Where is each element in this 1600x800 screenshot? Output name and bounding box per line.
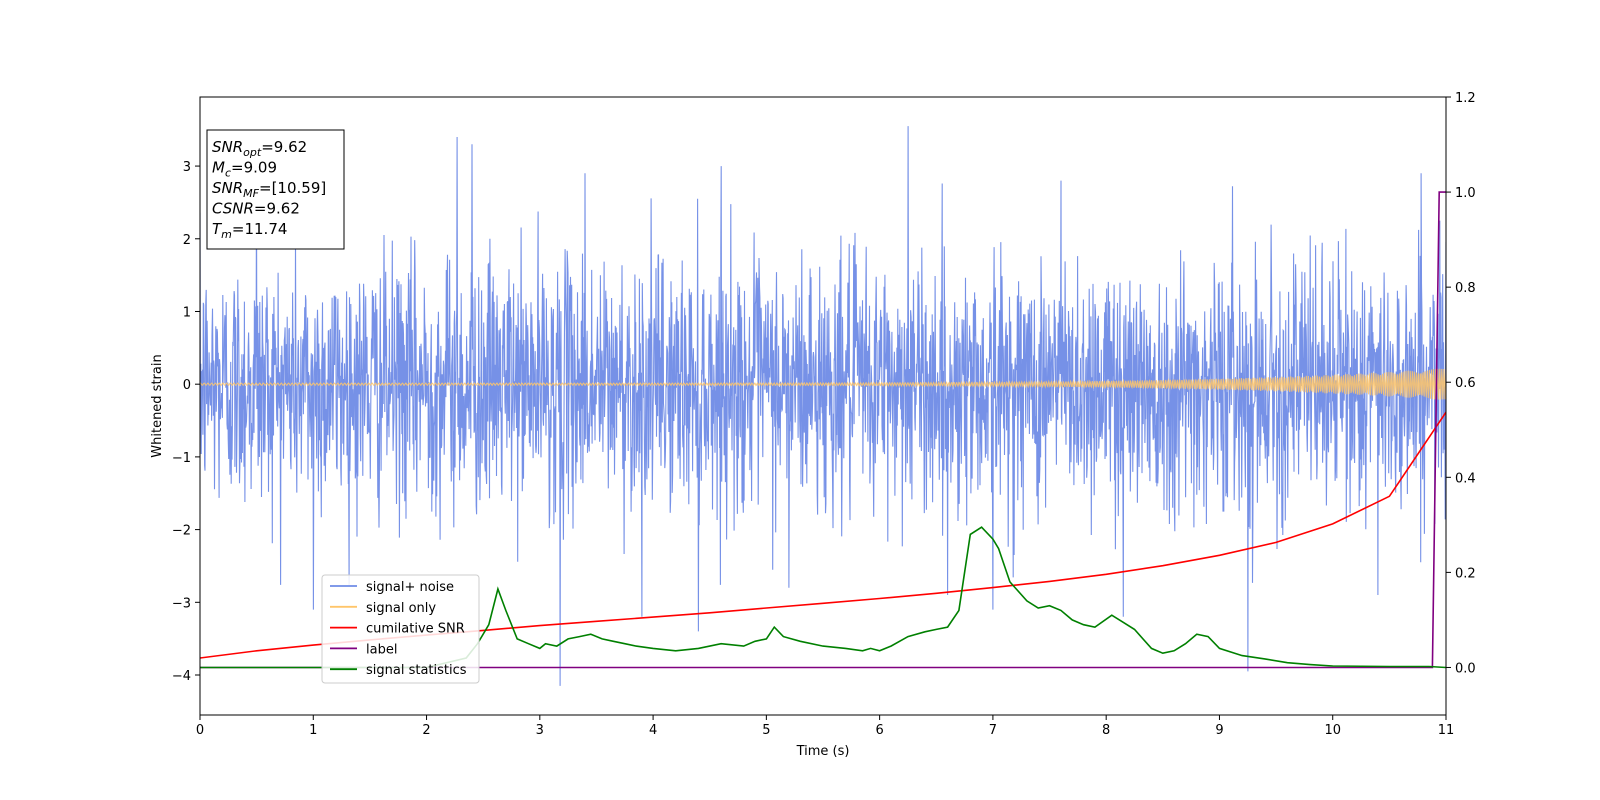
y2-tick-label: 1.0 xyxy=(1455,186,1476,201)
y-tick-label: 1 xyxy=(183,305,191,320)
y-tick-label: −2 xyxy=(172,524,191,539)
annotation-value: =9.62 xyxy=(261,138,307,156)
y2-tick-label: 0.0 xyxy=(1455,661,1476,676)
x-axis-label: Time (s) xyxy=(796,744,850,759)
annotation-box: SNRopt=9.62Mc=9.09SNRMF=[10.59]CSNR=9.62… xyxy=(206,129,345,250)
y2-tick-label: 0.8 xyxy=(1455,281,1476,296)
annotation-subscript: opt xyxy=(243,146,262,159)
annotation-line: SNRMF=[10.59] xyxy=(212,179,326,200)
annotation-line: CSNR=9.62 xyxy=(212,200,300,218)
x-tick-label: 3 xyxy=(536,723,544,738)
x-tick-label: 6 xyxy=(875,723,883,738)
annotation-variable: SNR xyxy=(212,138,243,156)
y2-tick-label: 0.6 xyxy=(1455,376,1476,391)
annotation-value: =[10.59] xyxy=(259,179,326,197)
y-tick-label: −3 xyxy=(172,596,191,611)
y-axis: −4 −3 −2 −1 0 1 2 3 xyxy=(172,160,200,684)
legend-label: label xyxy=(366,642,397,657)
y-tick-label: −4 xyxy=(172,669,191,684)
annotation-value: =9.62 xyxy=(254,200,300,218)
annotation-line: SNRopt=9.62 xyxy=(212,138,307,159)
plot-frame xyxy=(199,96,1447,716)
legend: signal+ noise signal only cumilative SNR la… xyxy=(321,574,480,684)
annotation-value: =11.74 xyxy=(232,220,288,238)
x-tick-label: 9 xyxy=(1215,723,1223,738)
y2-tick-label: 0.4 xyxy=(1455,471,1476,486)
annotation-line: Mc=9.09 xyxy=(212,159,277,180)
legend-item-signal-only: signal only xyxy=(330,601,436,616)
annotation-subscript: MF xyxy=(243,187,259,200)
legend-label: signal statistics xyxy=(366,663,467,678)
legend-item-label: label xyxy=(330,642,397,657)
annotation-variable: M xyxy=(212,159,225,177)
annotation-value: =9.09 xyxy=(231,159,277,177)
y-axis-label: Whitened strain xyxy=(150,354,165,457)
annotation-variable: T xyxy=(212,220,223,238)
annotation-subscript: c xyxy=(225,167,231,180)
x-tick-label: 8 xyxy=(1102,723,1110,738)
annotation-variable: CSNR xyxy=(212,200,254,218)
series-signal-statistics-line xyxy=(200,526,1446,669)
annotation-line: Tm=11.74 xyxy=(212,220,287,241)
legend-label: signal+ noise xyxy=(366,580,454,595)
series-signal-noise-line xyxy=(200,126,1446,686)
x-tick-label: 2 xyxy=(422,723,430,738)
legend-frame xyxy=(321,574,480,684)
legend-item-signal-noise: signal+ noise xyxy=(330,580,454,595)
x-axis: 0 1 2 3 4 5 6 7 8 9 10 11 xyxy=(196,715,1454,738)
x-tick-label: 10 xyxy=(1324,723,1341,738)
x-tick-label: 11 xyxy=(1438,723,1455,738)
legend-item-cumulative-snr: cumilative SNR xyxy=(330,622,465,637)
x-tick-label: 7 xyxy=(989,723,997,738)
legend-label: signal only xyxy=(366,601,436,616)
legend-item-signal-statistics: signal statistics xyxy=(330,663,467,678)
x-tick-label: 1 xyxy=(309,723,317,738)
y-tick-label: −1 xyxy=(172,451,191,466)
series-label-line xyxy=(200,191,1446,669)
y-tick-label: 3 xyxy=(183,160,191,175)
y2-axis: 0.0 0.2 0.4 0.6 0.8 1.0 1.2 xyxy=(1446,91,1476,676)
annotation-frame xyxy=(206,129,345,250)
x-tick-label: 5 xyxy=(762,723,770,738)
annotation-subscript: m xyxy=(221,228,232,241)
legend-label: cumilative SNR xyxy=(366,622,465,637)
y-tick-label: 0 xyxy=(183,378,191,393)
series-signal-only-line xyxy=(200,368,1446,400)
y2-tick-label: 0.2 xyxy=(1455,566,1476,581)
annotation-variable: SNR xyxy=(212,179,243,197)
y2-tick-label: 1.2 xyxy=(1455,91,1476,106)
x-tick-label: 0 xyxy=(196,723,204,738)
x-tick-label: 4 xyxy=(649,723,657,738)
y-tick-label: 2 xyxy=(183,233,191,248)
